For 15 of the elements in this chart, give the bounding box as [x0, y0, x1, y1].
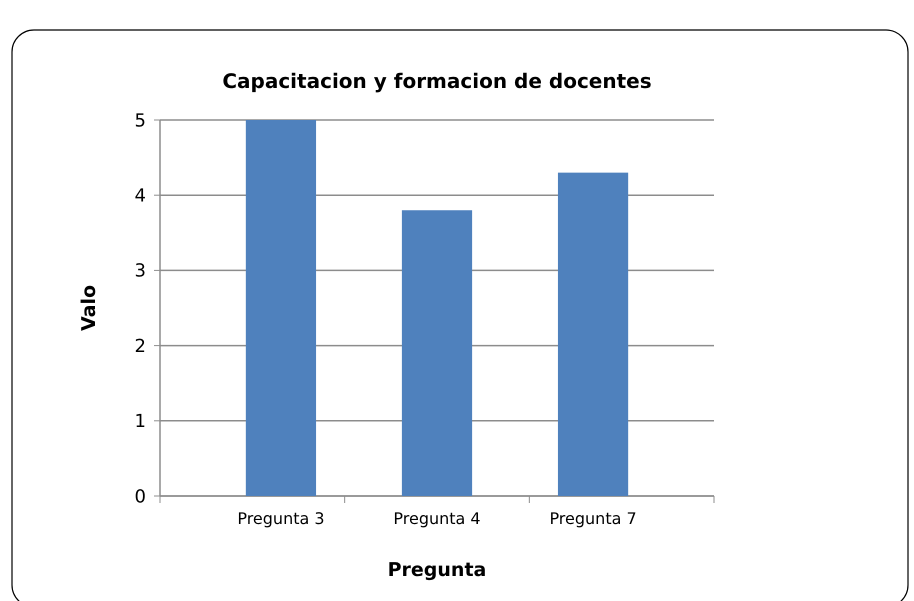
y-tick-label: 5 [134, 110, 146, 132]
x-axis-title: Pregunta [388, 559, 486, 581]
x-tick-label: Pregunta 3 [237, 509, 325, 528]
y-axis-title: Valo [78, 284, 100, 332]
y-tick-label: 4 [134, 186, 146, 206]
chart-title: Capacitacion y formacion de docentes [222, 69, 652, 93]
y-tick-label: 2 [134, 336, 146, 357]
bar [558, 172, 628, 496]
y-tick-label: 1 [134, 411, 146, 432]
y-tick-label: 0 [134, 486, 146, 508]
x-tick-label: Pregunta 4 [393, 509, 481, 528]
bar [246, 120, 316, 496]
x-tick-label: Pregunta 7 [549, 509, 637, 528]
y-tick-label: 3 [134, 260, 146, 282]
bar [402, 210, 472, 496]
